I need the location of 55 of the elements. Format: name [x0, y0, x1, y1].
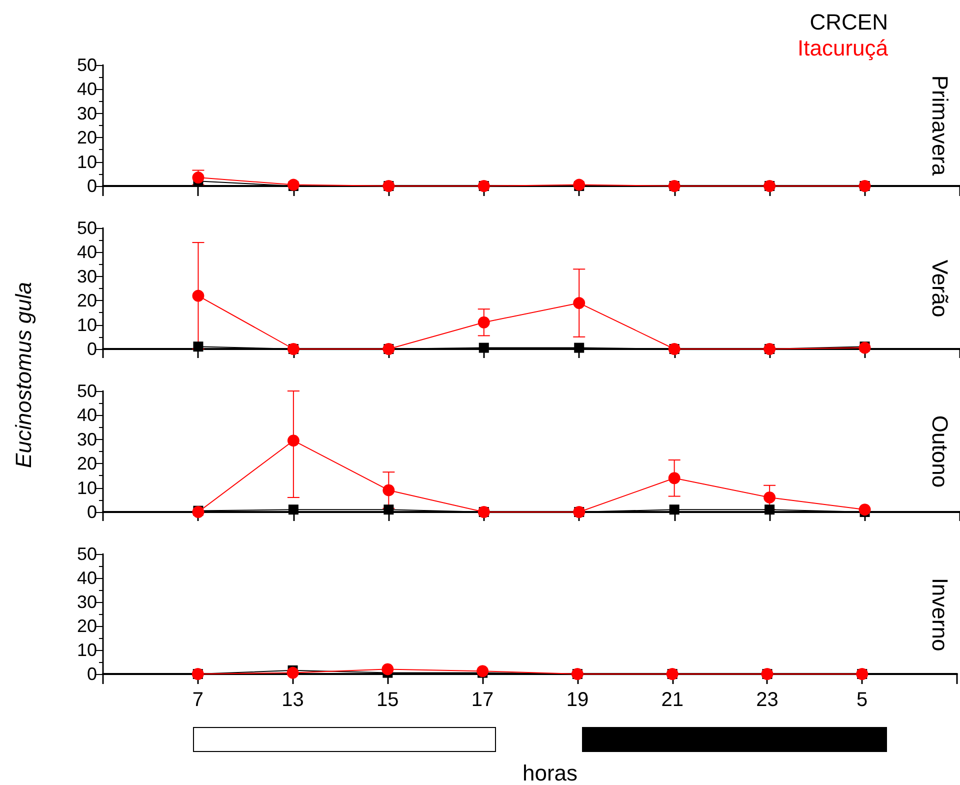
text: Itacuruçá — [798, 36, 889, 60]
text: CRCEN — [810, 10, 888, 34]
point — [192, 290, 204, 302]
y-tick-label: 10 — [76, 152, 97, 172]
point — [668, 472, 680, 484]
x-tick-label: 13 — [282, 689, 304, 711]
point — [669, 504, 680, 515]
y-tick-label: 0 — [86, 176, 97, 196]
x-tick-label: 7 — [192, 689, 204, 711]
y-tick-label: 50 — [76, 544, 97, 564]
y-tick-label: 50 — [76, 218, 97, 238]
point — [193, 342, 204, 352]
y-tick-label: 40 — [76, 405, 97, 426]
x-axis-title: horas — [522, 760, 578, 785]
y-tick-label: 30 — [76, 103, 97, 124]
y-axis-title: Eucinostomus gula — [11, 282, 37, 468]
point — [384, 504, 394, 515]
point — [858, 504, 871, 516]
point — [573, 297, 586, 310]
y-tick-label: 0 — [86, 664, 97, 684]
text: Verão — [928, 260, 952, 318]
text: Outono — [928, 415, 952, 488]
y-tick-label: 50 — [76, 55, 97, 75]
point — [287, 434, 300, 447]
x-tick-label: 17 — [471, 689, 494, 711]
y-tick-label: 20 — [76, 290, 97, 311]
point — [478, 342, 489, 353]
y-tick-label: 40 — [76, 568, 97, 588]
y-tick-label: 30 — [76, 592, 97, 612]
text: Primavera — [928, 75, 952, 176]
y-tick-label: 0 — [86, 339, 97, 359]
x-tick-label: 19 — [566, 689, 589, 711]
point — [764, 504, 775, 515]
y-tick-label: 40 — [76, 242, 97, 262]
point — [574, 342, 584, 353]
point — [382, 484, 395, 496]
y-tick-label: 30 — [76, 266, 97, 286]
point — [478, 316, 490, 328]
y-tick-label: 20 — [76, 616, 97, 636]
text: Inverno — [928, 578, 952, 652]
x-tick-label: 15 — [376, 689, 399, 711]
x-tick-label: 23 — [756, 689, 778, 711]
point — [764, 491, 776, 504]
y-tick-label: 20 — [76, 128, 97, 148]
y-tick-label: 10 — [76, 314, 97, 335]
y-tick-label: 40 — [76, 79, 97, 100]
y-tick-label: 20 — [76, 454, 97, 474]
y-tick-label: 10 — [76, 478, 97, 498]
y-tick-label: 30 — [76, 429, 97, 450]
y-tick-label: 50 — [76, 381, 97, 401]
point — [288, 504, 298, 515]
y-tick-label: 10 — [76, 640, 97, 660]
x-tick-label: 21 — [661, 689, 684, 711]
x-tick-label: 5 — [856, 689, 868, 711]
y-tick-label: 0 — [86, 502, 97, 522]
